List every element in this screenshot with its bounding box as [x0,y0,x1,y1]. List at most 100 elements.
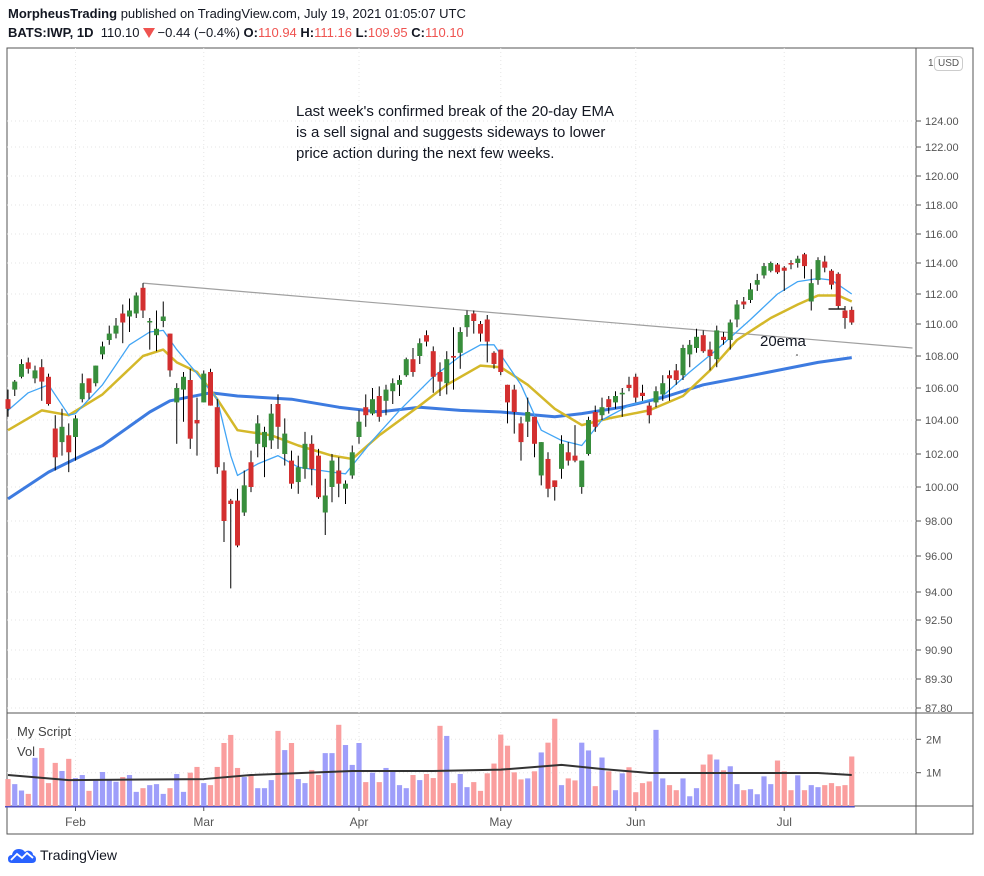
volume-bar [32,757,38,807]
candle-down [545,458,551,489]
candle-up [343,483,348,489]
volume-bar [822,785,828,807]
volume-bar [849,756,855,807]
volume-bar [417,780,423,807]
price-tick-label: 92.50 [925,615,953,627]
volume-bar [585,750,592,807]
author-name[interactable]: MorpheusTrading [8,6,118,21]
candle-down [248,462,254,487]
volume-bar [774,760,781,807]
volume-bar [72,778,79,807]
candle-up [714,330,720,360]
last-price: 110.10 [100,25,140,40]
candle-up [174,388,180,403]
price-tick-label: 87.80 [925,703,953,715]
candle-down [187,380,193,439]
volume-bar [396,785,403,807]
volume-bar [403,788,409,807]
month-label: Apr [350,815,369,829]
candle-up [795,258,801,263]
currency-button[interactable]: USD [934,56,964,71]
volume-bar [504,745,511,807]
ma-slow-line [7,356,852,501]
annotation-line: is a sell signal and suggests sideways t… [296,124,606,141]
volume-bar [288,743,295,807]
candle-up [113,325,119,334]
volume-bar [464,787,470,807]
candle-up [241,485,247,513]
candle-up [680,348,686,376]
volume-bar [167,788,173,807]
candle-down [316,455,321,498]
volume-bar [369,772,376,807]
candle-down [451,356,456,358]
volume-bar [747,789,754,807]
candle-down [511,389,517,412]
candle-down [208,372,213,406]
month-label: Jun [626,815,645,829]
candle-down [822,261,828,268]
price-tick-label: 102.00 [925,449,959,461]
candle-down [39,367,45,382]
volume-bar [207,785,214,807]
annotation-line: price action during the next few weeks. [296,145,555,162]
candle-down [424,335,429,342]
candle-down [336,470,342,484]
candle-up [322,495,328,513]
high-label: H: [300,25,315,40]
price-tick-label: 94.00 [925,587,953,599]
volume-bar [484,773,490,807]
volume-bar [707,754,713,807]
candle-up [19,364,24,377]
volume-bar [282,750,288,807]
tradingview-cloud-icon [8,849,36,863]
volume-bar [18,790,25,807]
volume-bar [720,770,727,807]
candle-up [734,304,740,320]
volume-bar [599,757,605,807]
volume-bar [808,785,814,807]
candle-down [214,407,220,468]
volume-bar [653,729,659,807]
volume-bar [788,790,794,807]
candle-up [768,263,774,271]
volume-bar [795,775,801,807]
price-tick-label: 114.00 [925,258,958,270]
volume-bar [390,771,396,807]
candle-down [505,384,510,403]
volume-bar [255,788,261,807]
candle-up [660,383,666,395]
candle-down [829,270,834,285]
candle-down [491,352,497,364]
candle-up [403,359,409,376]
candle-up [356,421,362,437]
candle-up [255,423,261,444]
month-label: Feb [65,815,86,829]
candle-up [808,283,814,302]
candle-down [572,455,578,461]
candle-down [430,351,436,377]
ema-20-line [7,294,853,461]
candle-up [538,442,544,476]
volume-bar [302,783,308,807]
tradingview-logo[interactable]: TradingView [8,846,117,864]
candle-up [694,336,699,348]
candle-up [761,266,767,276]
candle-up [727,322,733,340]
candle-down [25,362,31,369]
chart-annotation: Last week's confirmed break of the 20-da… [296,101,614,164]
volume-bar [511,772,517,807]
volume-bar [660,778,666,807]
volume-bar [768,784,774,807]
candle-down [471,313,477,321]
candle-down [667,375,672,379]
candle-down [552,480,558,487]
volume-bar [52,762,58,807]
volume-bar [147,785,153,807]
volume-bar [268,780,274,807]
candle-down [309,443,315,469]
volume-bar [531,771,538,807]
price-tick-label: 112.00 [925,289,958,301]
candle-down [842,310,848,318]
